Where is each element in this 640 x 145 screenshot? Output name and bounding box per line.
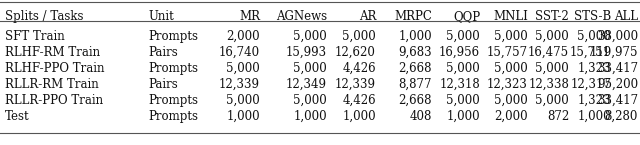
Text: 1,000: 1,000 [293,110,327,123]
Text: Prompts: Prompts [148,30,198,43]
Text: 872: 872 [547,110,569,123]
Text: 16,475: 16,475 [528,46,569,59]
Text: 5,000: 5,000 [227,62,260,75]
Text: AR: AR [358,10,376,23]
Text: 33,417: 33,417 [597,94,638,107]
Text: 12,338: 12,338 [528,78,569,91]
Text: ALL: ALL [614,10,638,23]
Text: RLHF-RM Train: RLHF-RM Train [5,46,100,59]
Text: 2,668: 2,668 [399,62,432,75]
Text: RLLR-PPO Train: RLLR-PPO Train [5,94,103,107]
Text: 1,323: 1,323 [577,62,611,75]
Text: MNLI: MNLI [493,10,528,23]
Text: 15,751: 15,751 [570,46,611,59]
Text: RLHF-PPO Train: RLHF-PPO Train [5,62,104,75]
Text: 12,620: 12,620 [335,46,376,59]
Text: 1,323: 1,323 [577,94,611,107]
Text: 1,000: 1,000 [342,110,376,123]
Text: 1,000: 1,000 [446,110,480,123]
Text: 5,000: 5,000 [577,30,611,43]
Text: 5,000: 5,000 [446,30,480,43]
Text: Prompts: Prompts [148,94,198,107]
Text: 4,426: 4,426 [342,94,376,107]
Text: 15,757: 15,757 [487,46,528,59]
Text: 95,200: 95,200 [597,78,638,91]
Text: 12,339: 12,339 [219,78,260,91]
Text: 1,000: 1,000 [577,110,611,123]
Text: 4,426: 4,426 [342,62,376,75]
Text: 2,000: 2,000 [494,110,528,123]
Text: 12,349: 12,349 [286,78,327,91]
Text: 8,280: 8,280 [605,110,638,123]
Text: 12,339: 12,339 [335,78,376,91]
Text: 5,000: 5,000 [293,30,327,43]
Text: STS-B: STS-B [573,10,611,23]
Text: 12,317: 12,317 [570,78,611,91]
Text: Pairs: Pairs [148,78,178,91]
Text: Pairs: Pairs [148,46,178,59]
Text: 5,000: 5,000 [293,94,327,107]
Text: 5,000: 5,000 [227,94,260,107]
Text: 12,318: 12,318 [439,78,480,91]
Text: AGNews: AGNews [276,10,327,23]
Text: 5,000: 5,000 [494,94,528,107]
Text: 2,000: 2,000 [227,30,260,43]
Text: 12,323: 12,323 [487,78,528,91]
Text: 8,877: 8,877 [399,78,432,91]
Text: 5,000: 5,000 [535,62,569,75]
Text: 408: 408 [410,110,432,123]
Text: Test: Test [5,110,29,123]
Text: MRPC: MRPC [394,10,432,23]
Text: QQP: QQP [453,10,480,23]
Text: Unit: Unit [148,10,173,23]
Text: Splits / Tasks: Splits / Tasks [5,10,83,23]
Text: 5,000: 5,000 [342,30,376,43]
Text: 2,668: 2,668 [399,94,432,107]
Text: 5,000: 5,000 [446,62,480,75]
Text: SFT Train: SFT Train [5,30,65,43]
Text: 15,993: 15,993 [286,46,327,59]
Text: SST-2: SST-2 [535,10,569,23]
Text: 5,000: 5,000 [494,62,528,75]
Text: 5,000: 5,000 [446,94,480,107]
Text: 5,000: 5,000 [494,30,528,43]
Text: 33,417: 33,417 [597,62,638,75]
Text: 5,000: 5,000 [293,62,327,75]
Text: 5,000: 5,000 [535,94,569,107]
Text: 16,956: 16,956 [439,46,480,59]
Text: 9,683: 9,683 [398,46,432,59]
Text: 1,000: 1,000 [398,30,432,43]
Text: RLLR-RM Train: RLLR-RM Train [5,78,99,91]
Text: MR: MR [239,10,260,23]
Text: Prompts: Prompts [148,110,198,123]
Text: 5,000: 5,000 [535,30,569,43]
Text: 1,000: 1,000 [227,110,260,123]
Text: 119,975: 119,975 [589,46,638,59]
Text: Prompts: Prompts [148,62,198,75]
Text: 16,740: 16,740 [219,46,260,59]
Text: 38,000: 38,000 [597,30,638,43]
